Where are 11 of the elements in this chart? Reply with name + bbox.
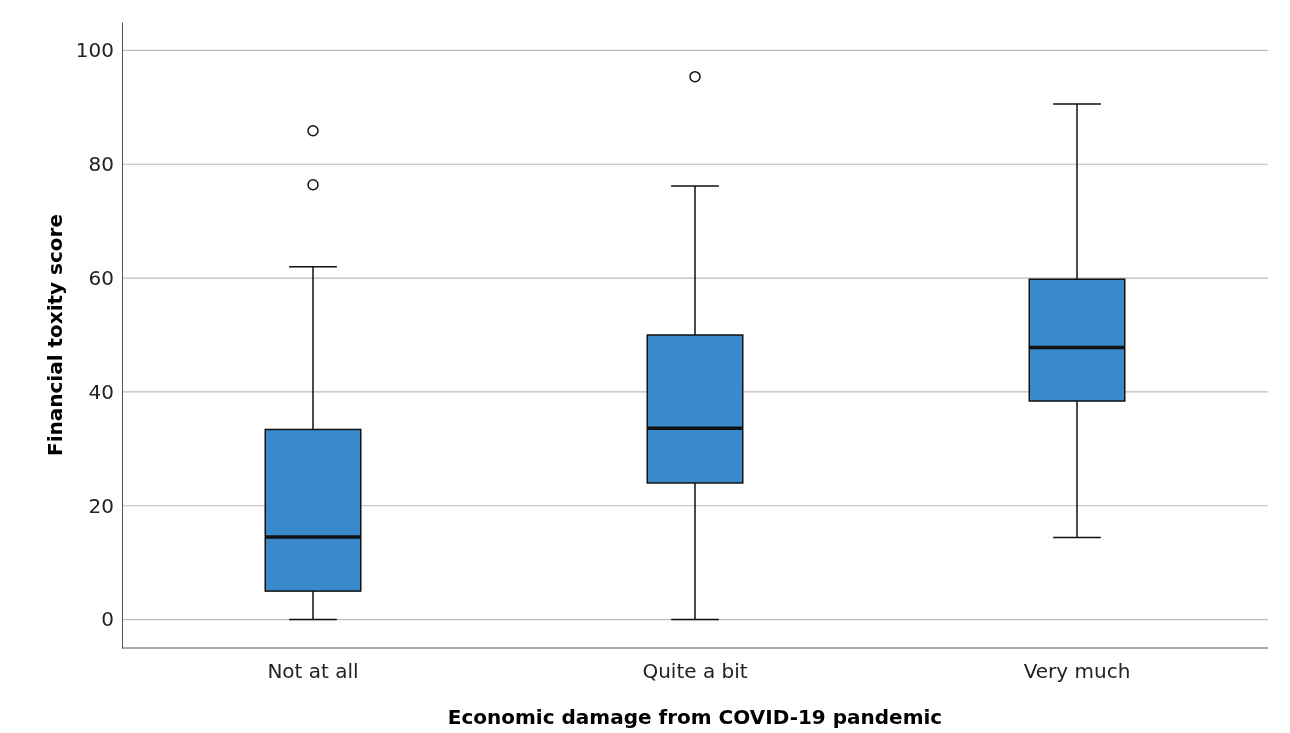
y-tick-label: 100 [75,38,114,63]
x-axis-title: Economic damage from COVID-19 pandemic [447,705,943,729]
y-tick-label: 20 [88,493,114,518]
y-axis-title: Financial toxity score [43,213,67,457]
x-tick-label: Quite a bit [642,659,748,684]
y-tick-label: 0 [101,607,114,632]
x-tick-label: Not at all [267,659,359,684]
y-tick-label: 60 [88,265,114,290]
y-tick-label: 40 [88,379,114,404]
x-tick-label: Very much [1023,659,1131,684]
y-tick-label: 80 [88,152,114,177]
